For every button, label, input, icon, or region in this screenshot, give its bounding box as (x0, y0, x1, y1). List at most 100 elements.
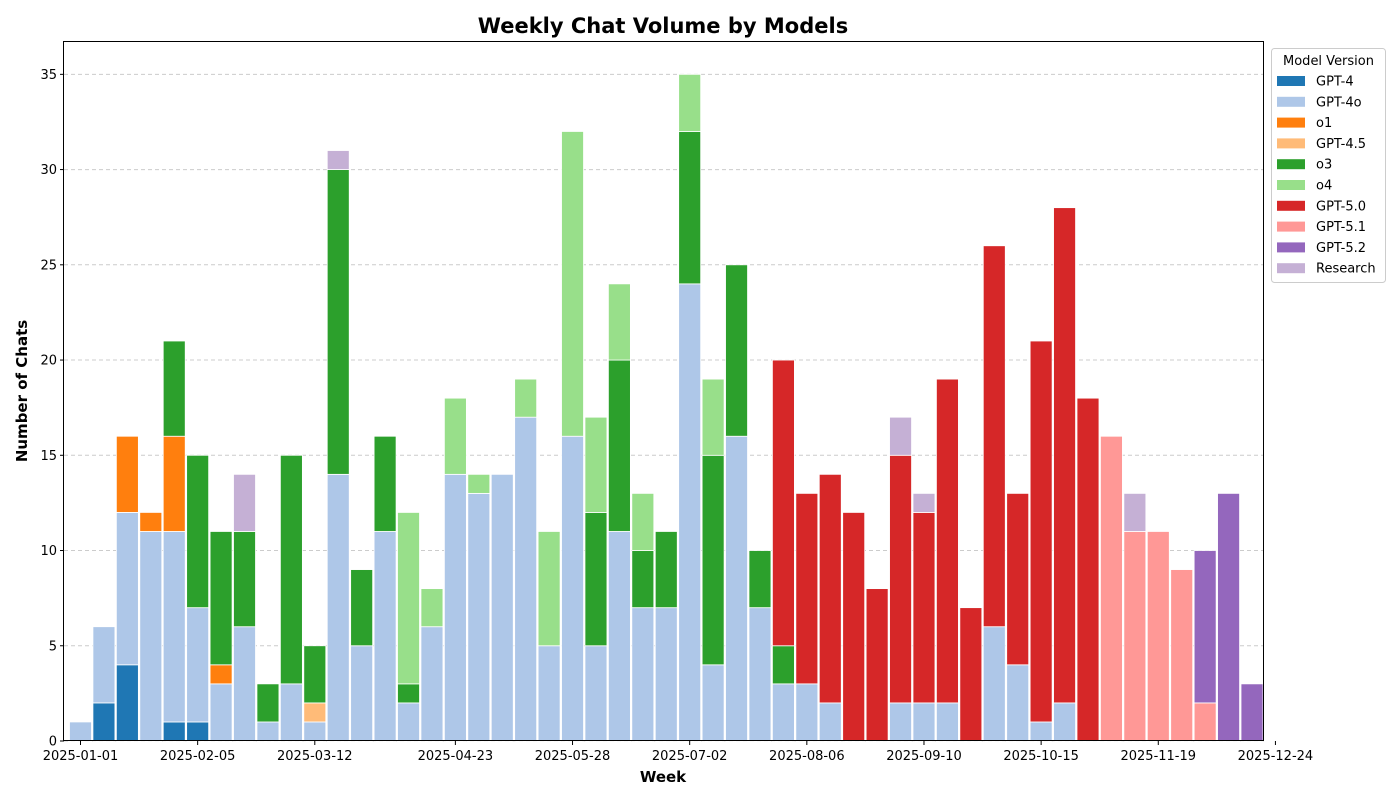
bar-gpt-5-1 (1100, 435, 1123, 742)
y-tick-label: 30 (40, 163, 57, 178)
bar-gpt-5-1 (1146, 531, 1170, 742)
legend-swatch-gpt-4-5 (1277, 138, 1305, 149)
bar-gpt-4o (420, 626, 444, 742)
legend-swatch-o3 (1277, 159, 1305, 170)
bar-gpt-4o (92, 626, 116, 704)
bar-o3 (162, 340, 186, 437)
legend-swatch-gpt-4o (1277, 96, 1305, 107)
x-tick-label: 2025-02-05 (160, 749, 236, 764)
bar-gpt-4o (397, 702, 420, 742)
bar-gpt-4o (373, 531, 397, 742)
bar-gpt-4o (584, 645, 608, 742)
bar-o4 (537, 531, 561, 647)
y-tick-label: 20 (40, 354, 57, 369)
bar-gpt-5-0 (1029, 340, 1053, 723)
bar-gpt-4 (92, 702, 116, 742)
bar-o3 (397, 683, 420, 704)
y-axis-label: Number of Chats (13, 320, 31, 462)
bar-o4 (514, 378, 538, 418)
bar-o3 (373, 435, 397, 532)
bar-gpt-4o (748, 607, 772, 742)
bar-research (326, 150, 350, 170)
y-tick-label: 0 (49, 735, 57, 750)
bar-o4 (631, 492, 655, 551)
legend-label-gpt-5-1: GPT-5.1 (1316, 220, 1366, 235)
bar-o4 (701, 378, 725, 456)
x-tick-label: 2025-01-01 (43, 749, 119, 764)
bar-o4 (467, 473, 491, 494)
bar-o3 (654, 531, 678, 609)
bar-o3 (256, 683, 280, 723)
bar-gpt-4o (654, 607, 678, 742)
legend-label-research: Research (1316, 262, 1376, 277)
legend: Model Version GPT-4 GPT-4o o1 GPT-4.5 o3 o4 GP… (1271, 48, 1386, 283)
bar-gpt-4o (326, 473, 350, 742)
bar-gpt-4o (443, 473, 467, 742)
legend-title: Model Version (1283, 54, 1374, 69)
bar-gpt-4o (162, 531, 186, 723)
bar-gpt-4o (139, 531, 163, 742)
legend-label-o3: o3 (1316, 158, 1332, 173)
bar-gpt-5-0 (936, 378, 959, 704)
x-tick-label: 2025-04-23 (418, 749, 494, 764)
x-axis: 2025-01-01 2025-02-05 2025-03-12 2025-04-23… (43, 741, 1313, 764)
legend-label-gpt-5-2: GPT-5.2 (1316, 241, 1366, 256)
bar-gpt-4o (279, 683, 303, 742)
bar-o4 (397, 512, 420, 685)
bar-gpt-4o (1006, 664, 1030, 742)
bar-gpt-4 (162, 721, 186, 742)
x-tick-label: 2025-03-12 (277, 749, 353, 764)
bar-o3 (631, 550, 655, 609)
bars-layer (69, 73, 1264, 742)
bar-gpt-4o (889, 702, 912, 742)
bar-research (233, 473, 256, 532)
bar-gpt-5-1 (1123, 531, 1147, 742)
bar-o4 (443, 397, 467, 475)
bar-gpt-4o (1053, 702, 1076, 742)
bar-o3 (584, 512, 608, 647)
legend-swatch-gpt-5-1 (1277, 221, 1305, 232)
bar-gpt-5-0 (959, 607, 983, 742)
bar-gpt-5-0 (982, 245, 1006, 628)
y-axis: 0 5 10 15 20 25 30 35 (40, 68, 64, 750)
bar-gpt-4o (256, 721, 280, 742)
y-tick-label: 5 (49, 639, 57, 654)
bar-o3 (209, 531, 233, 666)
bar-o1 (209, 664, 233, 685)
bar-gpt-4 (115, 664, 139, 742)
y-tick-label: 15 (40, 449, 57, 464)
bar-gpt-5-0 (772, 359, 795, 647)
bar-o1 (162, 435, 186, 532)
bar-gpt-4o (795, 683, 819, 742)
bar-research (889, 416, 912, 456)
bar-gpt-5-0 (1006, 492, 1030, 666)
legend-label-o4: o4 (1316, 179, 1332, 194)
y-tick-label: 25 (40, 258, 57, 273)
x-tick-label: 2025-07-02 (652, 749, 728, 764)
legend-swatch-o4 (1277, 180, 1305, 190)
bar-gpt-5-0 (1053, 207, 1076, 704)
bar-gpt-5-2 (1217, 492, 1240, 742)
bar-gpt-4o (69, 721, 92, 742)
bar-gpt-5-2 (1193, 550, 1217, 704)
bar-o3 (350, 569, 374, 647)
bar-gpt-5-0 (842, 512, 866, 742)
bar-gpt-5-0 (912, 512, 936, 704)
bar-gpt-4o (912, 702, 936, 742)
bar-o3 (279, 454, 303, 685)
bar-gpt-4o (1029, 721, 1053, 742)
bar-o4 (678, 73, 702, 132)
bar-o3 (725, 264, 748, 437)
bar-gpt-4o (514, 416, 538, 742)
legend-label-o1: o1 (1316, 116, 1332, 131)
bar-o3 (607, 359, 631, 532)
plot-frame (63, 41, 1264, 741)
bar-gpt-4o (209, 683, 233, 742)
legend-swatch-o1 (1277, 117, 1305, 128)
bar-o4 (420, 588, 444, 628)
bar-gpt-5-0 (889, 454, 912, 704)
bar-gpt-5-0 (1076, 397, 1100, 742)
bar-gpt-5-0 (795, 492, 819, 685)
bar-gpt-5-1 (1170, 569, 1194, 742)
